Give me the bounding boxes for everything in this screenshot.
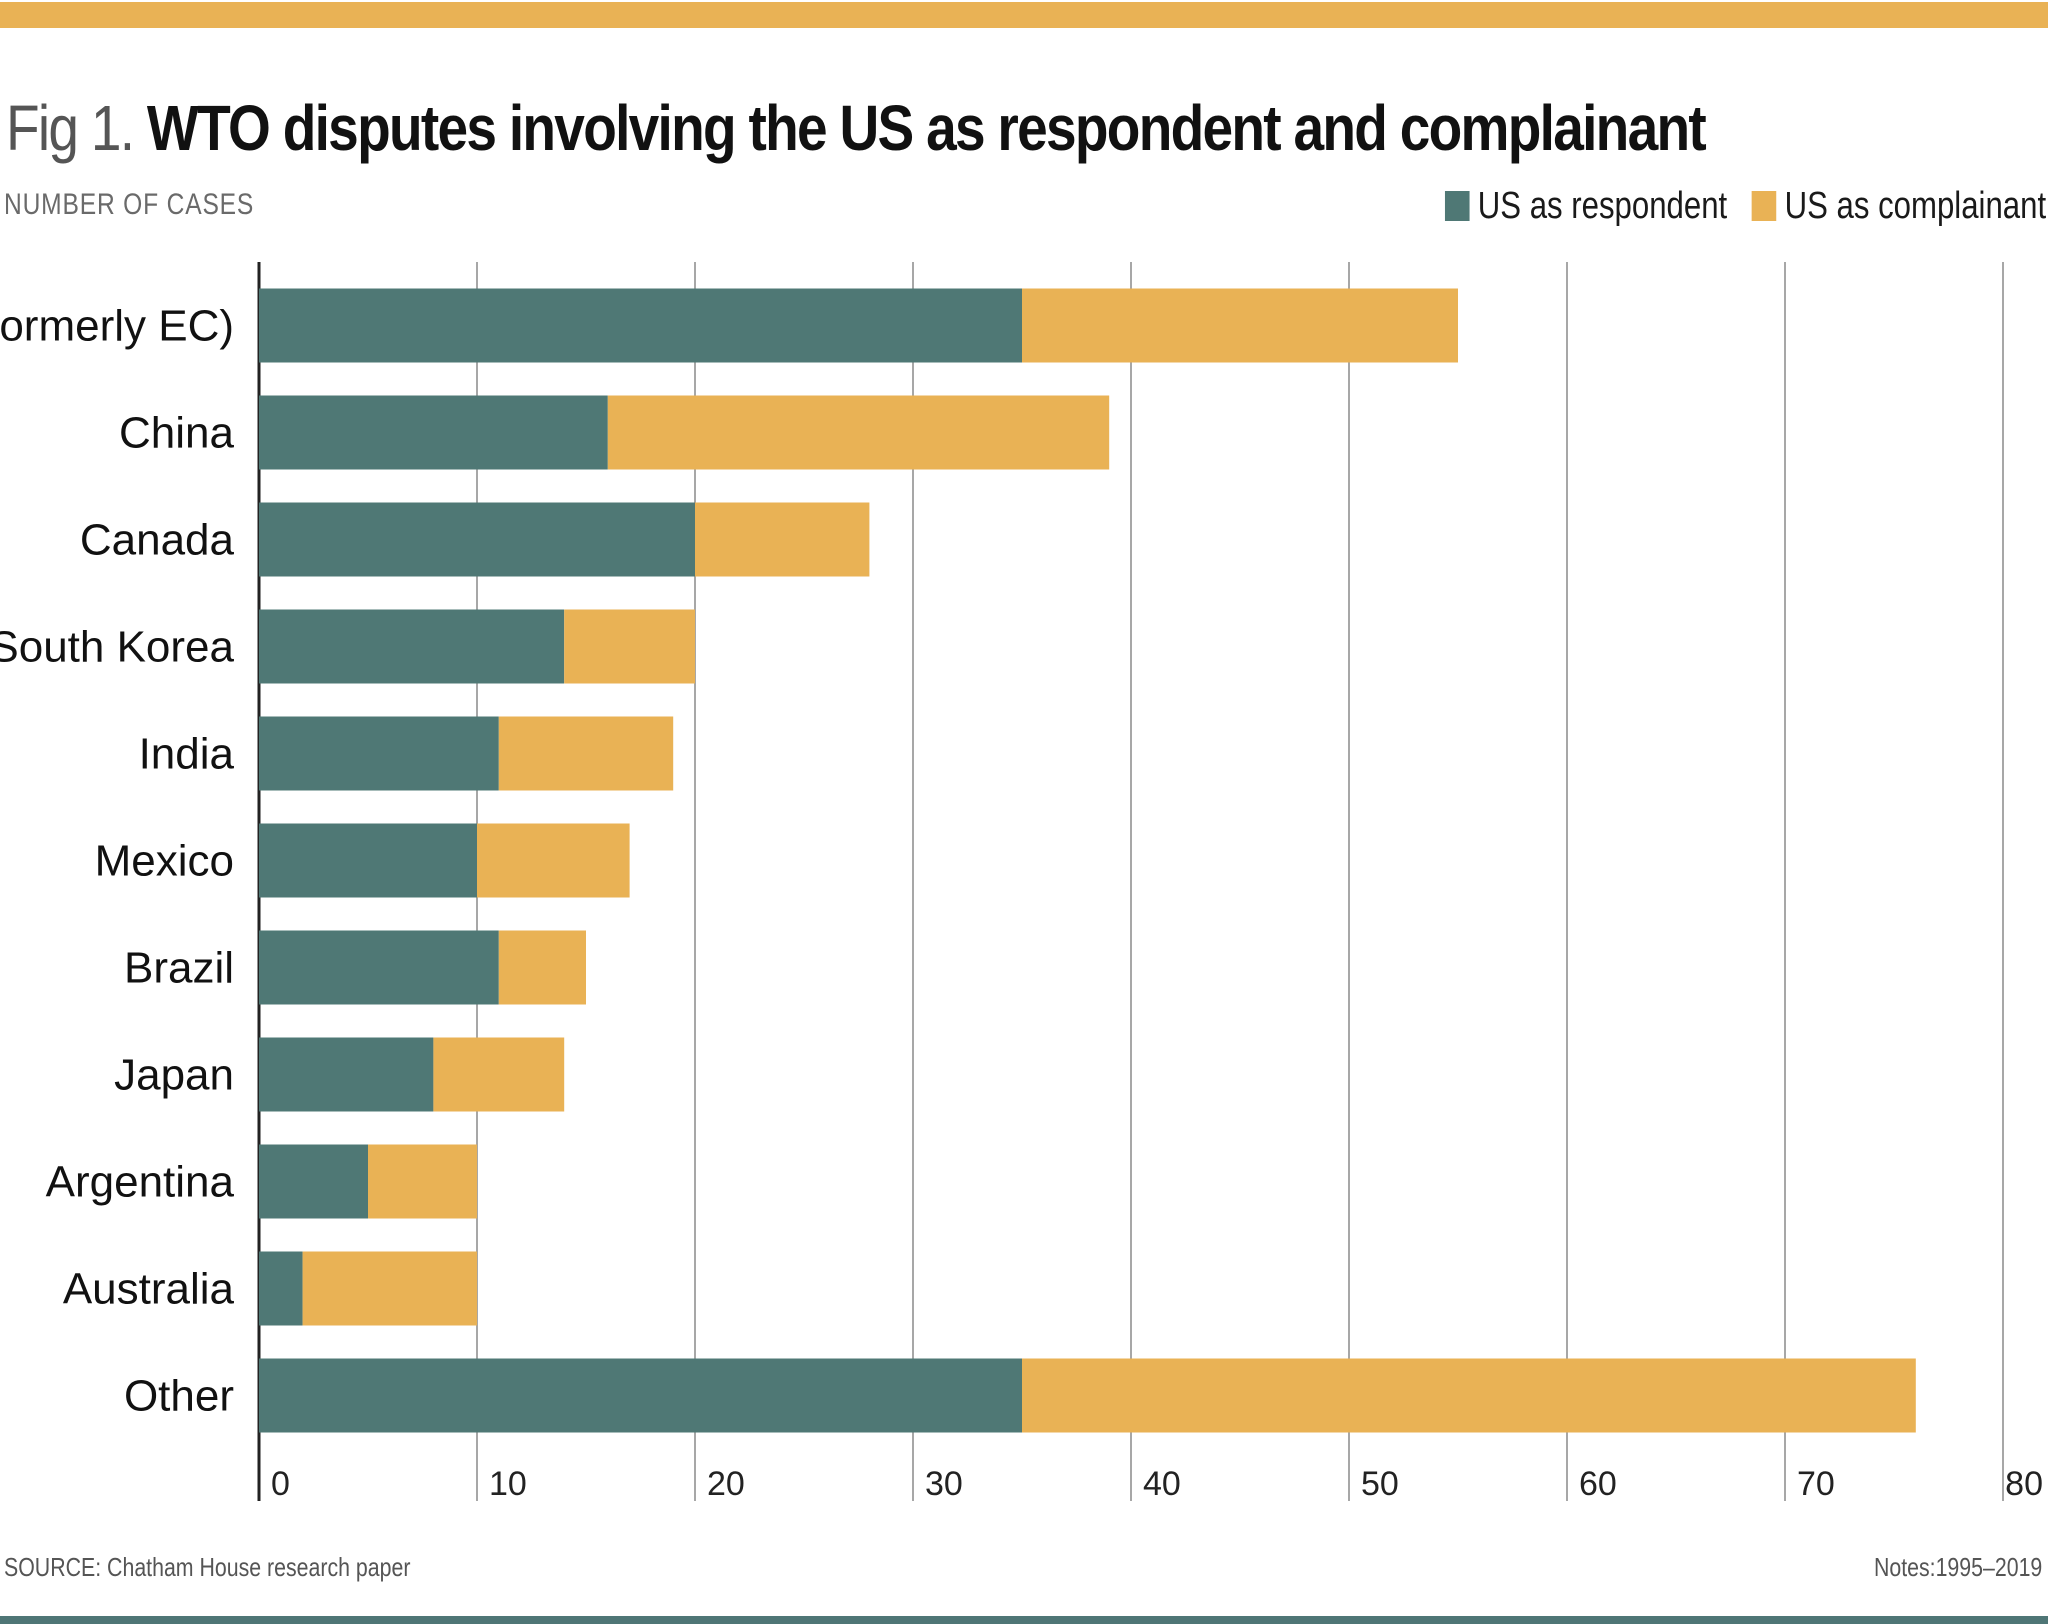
bar-complainant — [302, 1251, 477, 1326]
bar-complainant — [607, 395, 1110, 470]
x-tick-label: 10 — [489, 1465, 527, 1502]
x-tick-label: 80 — [2005, 1465, 2043, 1502]
bar-complainant — [498, 716, 674, 791]
bar-respondent — [259, 502, 695, 577]
x-tick-label: 20 — [707, 1465, 745, 1502]
category-label: India — [139, 730, 235, 779]
x-tick-label: 50 — [1361, 1465, 1399, 1502]
category-label: China — [119, 409, 234, 458]
category-label: Brazil — [124, 944, 234, 993]
bar-respondent — [259, 609, 565, 684]
bar-complainant — [498, 930, 586, 1005]
bar-complainant — [1022, 1358, 1916, 1433]
legend-swatch-complainant — [1751, 191, 1777, 221]
x-tick-label: 60 — [1579, 1465, 1617, 1502]
x-tick-label: 40 — [1143, 1465, 1181, 1502]
category-label: EU (formerly EC) — [0, 302, 234, 351]
category-label: South Korea — [0, 623, 235, 672]
bar-respondent — [259, 823, 477, 898]
category-label: Other — [124, 1372, 234, 1421]
bar-complainant — [368, 1144, 477, 1219]
chart-title: Fig 1. WTO disputes involving the US as … — [6, 88, 1707, 168]
bar-complainant — [1022, 288, 1458, 363]
category-label: Argentina — [46, 1158, 235, 1207]
bar-respondent — [259, 288, 1022, 363]
bar-complainant — [477, 823, 630, 898]
x-tick-label: 0 — [271, 1465, 290, 1502]
x-tick-label: 70 — [1797, 1465, 1835, 1502]
bar-complainant — [564, 609, 695, 684]
bar-respondent — [259, 1251, 303, 1326]
axis-unit-label: NUMBER OF CASES — [4, 188, 255, 221]
bar-respondent — [259, 716, 499, 791]
bar-respondent — [259, 1037, 434, 1112]
bar-complainant — [695, 502, 870, 577]
title-text: WTO disputes involving the US as respond… — [146, 92, 1707, 164]
notes: Notes:1995–2019 — [1873, 1552, 2042, 1582]
bar-respondent — [259, 930, 499, 1005]
bar-respondent — [259, 1358, 1022, 1433]
bar-chart: 0 10 20 30 40 50 60 70 80 EU (formerly EC) China Ca… — [0, 262, 2043, 1502]
legend-item-complainant: US as complainant — [1751, 184, 2046, 228]
legend-item-respondent: US as respondent — [1444, 184, 1728, 228]
category-label: Australia — [63, 1265, 235, 1314]
legend: US as respondent US as complainant — [1420, 184, 2046, 228]
x-tick-label: 30 — [925, 1465, 963, 1502]
bar-respondent — [259, 395, 608, 470]
legend-label-respondent: US as respondent — [1477, 184, 1728, 227]
category-label: Canada — [80, 516, 235, 565]
source-note: SOURCE: Chatham House research paper — [4, 1552, 411, 1582]
bar-complainant — [433, 1037, 565, 1112]
top-accent-bar — [0, 2, 2048, 28]
category-label: Mexico — [95, 837, 234, 886]
bottom-accent-bar — [0, 1616, 2048, 1624]
bar-respondent — [259, 1144, 368, 1219]
legend-swatch-respondent — [1444, 191, 1470, 221]
category-label: Japan — [114, 1051, 234, 1100]
figure-number: Fig 1. — [6, 92, 135, 164]
legend-label-complainant: US as complainant — [1784, 184, 2046, 227]
